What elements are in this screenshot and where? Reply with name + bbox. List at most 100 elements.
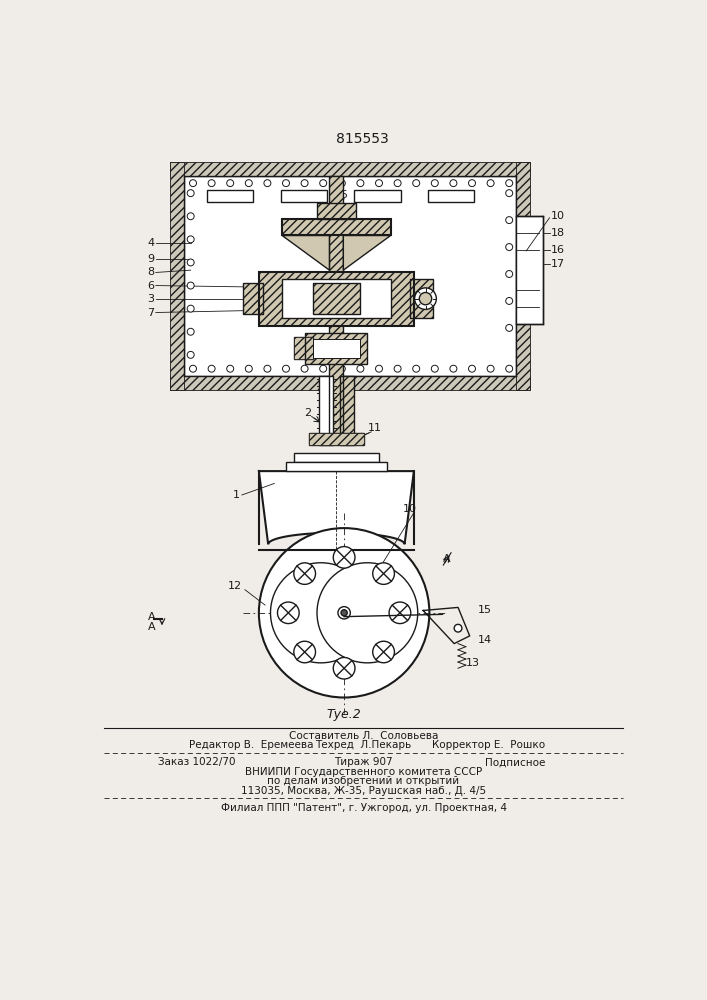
Text: по делам изобретений и открытий: по делам изобретений и открытий bbox=[267, 776, 460, 786]
Circle shape bbox=[373, 641, 395, 663]
Circle shape bbox=[506, 190, 513, 197]
Circle shape bbox=[431, 180, 438, 187]
Bar bbox=[170, 162, 530, 176]
Bar bbox=[282, 279, 391, 318]
Circle shape bbox=[454, 624, 462, 632]
Bar bbox=[317, 203, 356, 219]
Text: 10: 10 bbox=[403, 504, 417, 514]
Circle shape bbox=[450, 180, 457, 187]
Text: Техред  Л.Пекарь: Техред Л.Пекарь bbox=[315, 740, 411, 750]
Text: 11: 11 bbox=[368, 423, 382, 433]
Polygon shape bbox=[282, 235, 329, 270]
Bar bbox=[293, 337, 313, 359]
Bar bbox=[313, 339, 360, 358]
Bar bbox=[259, 272, 414, 326]
Circle shape bbox=[338, 607, 351, 619]
Circle shape bbox=[187, 305, 194, 312]
Circle shape bbox=[333, 657, 355, 679]
Circle shape bbox=[506, 297, 513, 304]
Circle shape bbox=[357, 180, 364, 187]
Bar bbox=[329, 176, 344, 437]
Circle shape bbox=[294, 563, 315, 584]
Bar bbox=[282, 219, 391, 235]
Circle shape bbox=[506, 180, 513, 187]
Circle shape bbox=[339, 180, 345, 187]
Circle shape bbox=[271, 563, 371, 663]
Circle shape bbox=[208, 365, 215, 372]
Bar bbox=[410, 279, 433, 318]
Circle shape bbox=[339, 365, 345, 372]
Circle shape bbox=[413, 365, 420, 372]
Circle shape bbox=[394, 180, 401, 187]
Bar bbox=[305, 333, 368, 364]
Text: Заказ 1022/70: Заказ 1022/70 bbox=[158, 757, 235, 767]
Circle shape bbox=[431, 365, 438, 372]
Bar bbox=[170, 376, 530, 389]
Bar bbox=[340, 376, 354, 445]
Bar bbox=[516, 216, 543, 324]
Circle shape bbox=[259, 528, 429, 698]
Bar bbox=[305, 333, 368, 364]
Circle shape bbox=[245, 365, 252, 372]
Circle shape bbox=[187, 213, 194, 220]
Bar bbox=[340, 376, 354, 445]
Circle shape bbox=[320, 365, 327, 372]
Text: 3: 3 bbox=[147, 294, 154, 304]
Text: 18: 18 bbox=[551, 228, 565, 238]
Circle shape bbox=[227, 180, 234, 187]
Bar bbox=[282, 219, 391, 235]
Circle shape bbox=[341, 610, 347, 616]
Text: Тираж 907: Тираж 907 bbox=[334, 757, 393, 767]
Circle shape bbox=[264, 180, 271, 187]
Bar bbox=[207, 190, 253, 202]
Circle shape bbox=[333, 547, 355, 568]
Text: Τуе.1: Τуе.1 bbox=[319, 565, 354, 578]
Circle shape bbox=[487, 365, 494, 372]
Polygon shape bbox=[259, 471, 414, 544]
Circle shape bbox=[419, 292, 432, 305]
Text: 8: 8 bbox=[147, 267, 154, 277]
Circle shape bbox=[187, 236, 194, 243]
Bar bbox=[281, 190, 327, 202]
Bar bbox=[354, 190, 401, 202]
Bar bbox=[516, 216, 543, 229]
Text: A: A bbox=[148, 612, 156, 622]
Text: Подписное: Подписное bbox=[485, 757, 546, 767]
Circle shape bbox=[187, 351, 194, 358]
Text: 1: 1 bbox=[233, 490, 240, 500]
Circle shape bbox=[208, 180, 215, 187]
Bar bbox=[428, 190, 474, 202]
Bar bbox=[329, 176, 344, 437]
Circle shape bbox=[245, 180, 252, 187]
Bar bbox=[516, 162, 530, 389]
Bar bbox=[410, 279, 433, 318]
Circle shape bbox=[450, 365, 457, 372]
Circle shape bbox=[394, 365, 401, 372]
Bar bbox=[320, 376, 333, 445]
Circle shape bbox=[294, 641, 315, 663]
Bar bbox=[259, 272, 414, 326]
Bar bbox=[170, 162, 184, 389]
Text: 12: 12 bbox=[228, 581, 242, 591]
Text: Редактор В.  Еремеева: Редактор В. Еремеева bbox=[189, 740, 314, 750]
Circle shape bbox=[317, 563, 418, 663]
Circle shape bbox=[189, 365, 197, 372]
Bar bbox=[309, 433, 363, 445]
Bar bbox=[293, 337, 313, 359]
Circle shape bbox=[506, 217, 513, 224]
Circle shape bbox=[187, 259, 194, 266]
Circle shape bbox=[187, 282, 194, 289]
Text: Филиал ППП "Патент", г. Ужгород, ул. Проектная, 4: Филиал ППП "Патент", г. Ужгород, ул. Про… bbox=[221, 803, 506, 813]
Bar bbox=[293, 453, 379, 462]
Circle shape bbox=[357, 365, 364, 372]
Circle shape bbox=[227, 365, 234, 372]
Bar bbox=[313, 283, 360, 314]
Text: 15: 15 bbox=[477, 605, 491, 615]
Circle shape bbox=[375, 180, 382, 187]
Circle shape bbox=[506, 244, 513, 251]
Text: 16: 16 bbox=[551, 245, 565, 255]
Circle shape bbox=[283, 180, 289, 187]
Bar bbox=[516, 312, 543, 324]
Circle shape bbox=[189, 180, 197, 187]
Circle shape bbox=[277, 602, 299, 624]
